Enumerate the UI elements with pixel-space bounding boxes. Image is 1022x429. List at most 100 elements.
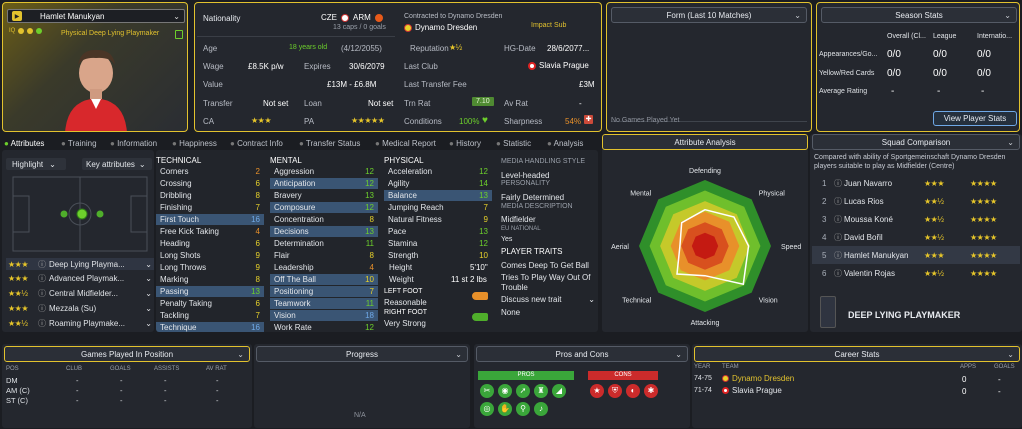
view-player-stats-button[interactable]: View Player Stats [933,111,1017,126]
progress-header[interactable]: Progress ⌄ [256,346,468,362]
attribute-row[interactable]: Dribbling 8 [156,190,264,201]
form-dropdown[interactable]: Form (Last 10 Matches) ⌄ [611,7,807,23]
squad-row[interactable]: 6 ⓘ Valentin Rojas ★★½ ★★★★ [812,264,1020,282]
attribute-analysis-header[interactable]: Attribute Analysis [602,134,808,150]
career-team-row[interactable]: Dynamo Dresden [722,374,794,383]
attribute-name: Heading [160,239,190,248]
eu-title: EU NATIONAL [501,226,541,232]
attribute-row[interactable]: Penalty Taking 6 [156,298,264,309]
tab-contract-info[interactable]: ● Contract Info [230,139,283,148]
tab-happiness[interactable]: ● Happiness [172,139,217,148]
set-piece-icon[interactable]: ✱ [644,384,658,398]
attribute-row[interactable]: Stamina 12 [384,238,492,249]
star-icon[interactable]: ★ [590,384,604,398]
link-icon[interactable]: ⚲ [516,402,530,416]
shield-icon[interactable]: ⛨ [608,384,622,398]
attribute-row[interactable]: Tackling 7 [156,310,264,321]
attribute-name: Marking [160,275,189,284]
whistle-icon[interactable]: ♪ [534,402,548,416]
squad-row[interactable]: 5 ⓘ Hamlet Manukyan ★★★ ★★★★ [812,246,1020,264]
squad-row[interactable]: 1 ⓘ Juan Navarro ★★★ ★★★★ [812,174,1020,192]
weight-label: Weight [389,275,414,284]
highlight-dropdown[interactable]: Highlight ⌄ [6,158,66,170]
attribute-row[interactable]: Agility 14 [384,178,492,189]
season-stats-header[interactable]: Season Stats ⌄ [821,7,1017,23]
discuss-trait-dropdown[interactable]: Discuss new trait ⌄ [501,295,595,304]
attribute-row[interactable]: Strength 10 [384,250,492,261]
attribute-row[interactable]: First Touch 16 [156,214,264,225]
attribute-row[interactable]: Acceleration 12 [384,166,492,177]
squad-comparison-header[interactable]: Squad Comparison ⌄ [812,134,1020,150]
attribute-row[interactable]: Work Rate 12 [270,322,378,332]
attribute-row[interactable]: Concentration 8 [270,214,378,225]
attribute-row[interactable]: Heading 6 [156,238,264,249]
tab-training[interactable]: ● Training [61,139,97,148]
bullet-icon: ● [299,139,306,148]
attribute-row[interactable]: Teamwork 11 [270,298,378,309]
role-row[interactable]: ★★★ ⓘ Deep Lying Playma... ⌄ [6,258,154,270]
tab-statistic[interactable]: ● Statistic [496,139,531,148]
attribute-value: 8 [369,251,374,260]
career-team-row[interactable]: Slavia Prague [722,386,782,395]
attribute-row[interactable]: Anticipation 12 [270,178,378,189]
squad-pa-stars: ★★★★ [970,250,997,260]
pros-cons-header[interactable]: Pros and Cons ⌄ [476,346,688,362]
games-played-header[interactable]: Games Played In Position ⌄ [4,346,250,362]
attribute-value: 14 [479,179,488,188]
chevron-down-icon: ⌄ [145,288,152,298]
attribute-row[interactable]: Bravery 13 [270,190,378,201]
heading-icon[interactable]: ◐ [626,384,640,398]
attribute-row[interactable]: Finishing 7 [156,202,264,213]
tackle-icon[interactable]: ✂ [480,384,494,398]
attribute-row[interactable]: Balance 13 [384,190,492,201]
squad-row[interactable]: 3 ⓘ Moussa Koné ★★½ ★★★★ [812,210,1020,228]
key-attributes-dropdown[interactable]: Key attributes ⌄ [82,158,152,170]
attribute-row[interactable]: Long Throws 9 [156,262,264,273]
attribute-row[interactable]: Composure 12 [270,202,378,213]
attribute-row[interactable]: Technique 16 [156,322,264,332]
attribute-row[interactable]: Crossing 6 [156,178,264,189]
nation-row[interactable]: CZE ARM [321,13,383,22]
eye-icon[interactable]: ◉ [498,384,512,398]
squad-row[interactable]: 4 ⓘ David Bořil ★★½ ★★★★ [812,228,1020,246]
attribute-row[interactable]: Determination 11 [270,238,378,249]
attribute-row[interactable]: Jumping Reach 7 [384,202,492,213]
attribute-row[interactable]: Long Shots 9 [156,250,264,261]
passing-icon[interactable]: ➚ [516,384,530,398]
attribute-value: 4 [369,263,374,272]
role-row[interactable]: ★★★ ⓘ Advanced Playmak... ⌄ [6,272,154,284]
career-stats-header[interactable]: Career Stats ⌄ [694,346,1020,362]
attribute-row[interactable]: Flair 8 [270,250,378,261]
tab-information[interactable]: ● Information [110,139,157,148]
attribute-row[interactable]: Marking 8 [156,274,264,285]
attribute-row[interactable]: Passing 13 [156,286,264,297]
season-cell: 0/0 [977,49,991,60]
role-row[interactable]: ★★½ ⓘ Central Midfielder... ⌄ [6,287,154,299]
tab-analysis[interactable]: ● Analysis [547,139,583,148]
attribute-row[interactable]: Decisions 13 [270,226,378,237]
player-name-bar[interactable]: ▶ Hamlet Manukyan ⌄ [7,9,185,23]
attribute-row[interactable]: Corners 2 [156,166,264,177]
attribute-row[interactable]: Leadership 4 [270,262,378,273]
role-row[interactable]: ★★★ ⓘ Mezzala (Su) ⌄ [6,302,154,314]
clipboard-icon[interactable] [175,30,183,39]
last-club-row[interactable]: Slavia Prague [528,61,589,70]
tab-medical-report[interactable]: ● Medical Report [375,139,436,148]
attribute-row[interactable]: Positioning 7 [270,286,378,297]
attribute-row[interactable]: Vision 18 [270,310,378,321]
shirt-icon[interactable]: ♜ [534,384,548,398]
squad-row[interactable]: 2 ⓘ Lucas Rios ★★½ ★★★★ [812,192,1020,210]
attribute-row[interactable]: Natural Fitness 9 [384,214,492,225]
club-row[interactable]: Dynamo Dresden [404,23,477,32]
attribute-row[interactable]: Off The Ball 10 [270,274,378,285]
attribute-row[interactable]: Free Kick Taking 4 [156,226,264,237]
ball-icon[interactable]: ◎ [480,402,494,416]
tab-attributes[interactable]: ● Attributes [4,139,44,148]
attribute-row[interactable]: Pace 13 [384,226,492,237]
tab-transfer-status[interactable]: ● Transfer Status [299,139,360,148]
tab-history[interactable]: ● History [449,139,481,148]
attribute-row[interactable]: Aggression 12 [270,166,378,177]
boot-icon[interactable]: ◢ [552,384,566,398]
role-row[interactable]: ★★½ ⓘ Roaming Playmake... ⌄ [6,317,154,329]
touch-icon[interactable]: ✋ [498,402,512,416]
